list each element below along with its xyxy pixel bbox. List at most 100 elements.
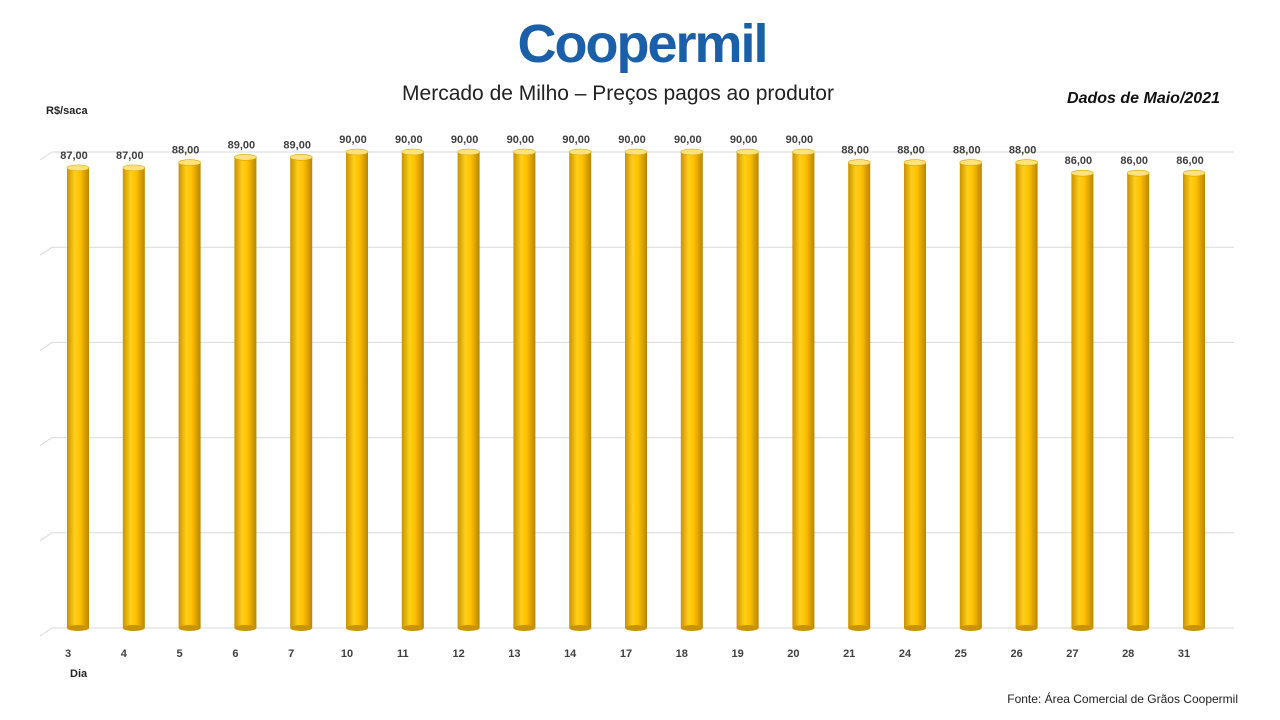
bar-base <box>904 625 926 631</box>
bar-base <box>625 625 647 631</box>
bar-top <box>680 148 704 156</box>
x-tick-label: 14 <box>564 648 577 660</box>
bar <box>289 153 313 631</box>
bar-top <box>903 159 927 166</box>
bar-body <box>1127 173 1150 628</box>
bar <box>1182 169 1206 631</box>
bar-base <box>680 625 703 631</box>
x-tick-label: 11 <box>397 648 409 660</box>
bar-body <box>234 157 257 629</box>
bar-body <box>513 152 536 628</box>
bar <box>401 148 425 631</box>
chart-title: Mercado de Milho – Preços pagos ao produ… <box>402 82 834 105</box>
value-label: 86,00 <box>1120 155 1148 167</box>
value-labels: 87,00 87,00 88,00 89,00 89,00 90,00 90,00 90,00… <box>60 134 1204 167</box>
bar-body <box>848 162 871 629</box>
bar-top <box>66 164 90 172</box>
value-label: 90,00 <box>674 134 702 146</box>
x-tick-label: 17 <box>620 648 632 660</box>
x-tick-label: 4 <box>121 648 128 660</box>
value-label: 90,00 <box>339 134 367 146</box>
bar <box>680 148 704 631</box>
grid-tick <box>39 151 53 161</box>
bar-top <box>736 148 759 156</box>
svg-text:Coopermil: Coopermil <box>517 14 766 74</box>
bar-base <box>401 625 424 631</box>
x-axis-label: Dia <box>70 668 88 680</box>
x-tick-label: 24 <box>899 648 912 660</box>
grid-tick <box>39 246 53 256</box>
x-tick-label: 7 <box>288 648 294 660</box>
value-label: 89,00 <box>283 139 311 151</box>
x-tick-label: 19 <box>731 648 743 660</box>
bar-base <box>1183 625 1205 631</box>
value-label: 86,00 <box>1065 155 1093 167</box>
bar-base <box>959 625 982 631</box>
value-label: 88,00 <box>953 145 981 157</box>
bar-body <box>1183 173 1205 628</box>
bar-body <box>1015 162 1038 629</box>
bar <box>903 159 927 631</box>
bar-base <box>346 625 368 631</box>
bar-top <box>624 148 648 156</box>
bar-base <box>792 625 815 631</box>
x-tick-label: 18 <box>676 648 688 660</box>
bar <box>624 148 648 631</box>
coopermil-logo: Coopermil <box>517 14 768 74</box>
x-tick-label: 21 <box>843 648 855 660</box>
bar-top <box>1182 169 1206 177</box>
bar <box>1015 159 1038 631</box>
bar-body <box>122 167 145 628</box>
bar-body <box>346 152 368 628</box>
bar-body <box>1071 173 1094 628</box>
bars <box>66 148 1206 631</box>
bar <box>178 159 201 631</box>
x-tick-label: 27 <box>1066 648 1078 660</box>
bar-base <box>1127 625 1150 631</box>
bar-base <box>513 625 536 631</box>
bar-body <box>736 152 759 628</box>
bar-top <box>1015 159 1038 166</box>
bar-top <box>792 148 815 156</box>
bar-top <box>1126 169 1150 177</box>
value-label: 90,00 <box>451 134 479 146</box>
bar-base <box>457 625 480 631</box>
grid-tick <box>39 532 53 542</box>
bar <box>234 153 257 631</box>
grid-tick <box>39 627 53 637</box>
bar-top <box>401 148 425 156</box>
bar-top <box>568 148 592 156</box>
bar-body <box>680 152 703 628</box>
value-label: 90,00 <box>507 134 535 146</box>
bar-base <box>736 625 759 631</box>
bar-top <box>234 153 257 161</box>
bar-base <box>1071 625 1094 631</box>
x-tick-label: 6 <box>232 648 238 660</box>
bar <box>345 148 369 631</box>
bar-base <box>67 625 89 631</box>
value-label: 88,00 <box>841 145 869 157</box>
bar <box>568 148 592 631</box>
bar <box>959 159 983 631</box>
x-tick-label: 25 <box>955 648 967 660</box>
x-tick-label: 28 <box>1122 648 1134 660</box>
bar-body <box>67 167 89 628</box>
bar-body <box>569 152 592 628</box>
bar <box>1126 169 1150 631</box>
bar-base <box>234 625 257 631</box>
bar-top <box>122 164 146 172</box>
y-axis-label: R$/saca <box>46 105 88 117</box>
bar-body <box>290 157 313 629</box>
value-label: 89,00 <box>228 139 256 151</box>
bar-body <box>178 162 201 629</box>
x-tick-label: 20 <box>787 648 799 660</box>
bar <box>513 148 536 631</box>
value-label: 88,00 <box>172 145 200 157</box>
value-label: 86,00 <box>1176 155 1204 167</box>
bar-body <box>625 152 647 628</box>
value-label: 90,00 <box>786 134 814 146</box>
x-tick-label: 31 <box>1178 648 1190 660</box>
bar <box>457 148 480 631</box>
bar-base <box>1015 625 1038 631</box>
